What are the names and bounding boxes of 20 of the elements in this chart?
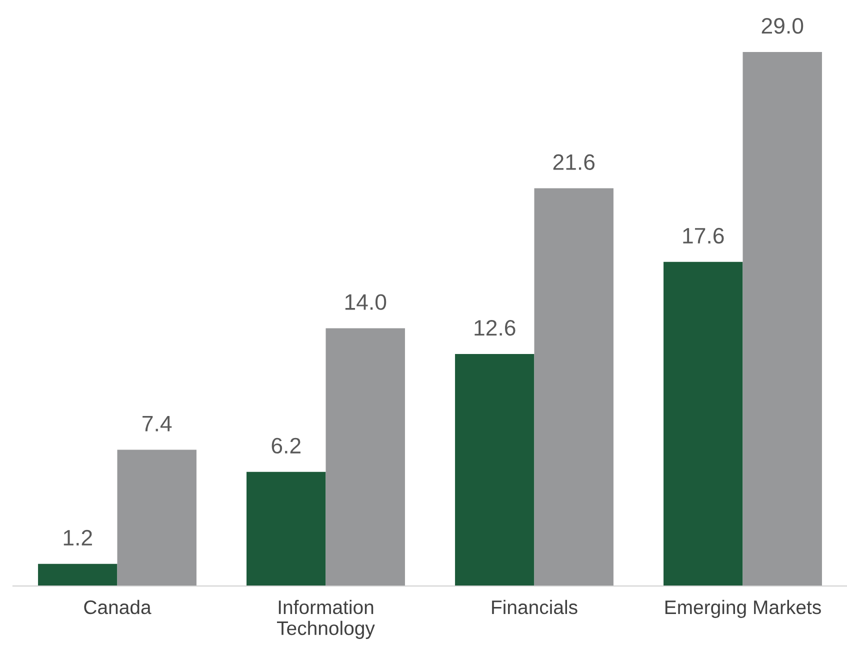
bar (38, 564, 118, 586)
bar (117, 450, 196, 586)
bar (246, 472, 326, 586)
data-label: 17.6 (683, 228, 724, 244)
bar (455, 354, 534, 586)
x-tick-label: Information Technology (277, 600, 375, 639)
bar (742, 52, 822, 586)
data-label: 12.6 (474, 320, 516, 336)
data-label: 29.0 (762, 18, 804, 34)
bar (534, 188, 614, 586)
bar (326, 328, 405, 586)
data-label: 14.0 (345, 294, 386, 310)
data-label: 21.6 (553, 154, 595, 170)
x-tick-label: Financials (492, 600, 578, 614)
bar (664, 262, 743, 586)
data-label: 6.2 (272, 438, 300, 454)
x-tick-label: Canada (84, 600, 152, 614)
data-label: 1.2 (64, 530, 92, 546)
data-label: 7.4 (142, 416, 172, 432)
x-tick-label: Emerging Markets (665, 600, 821, 618)
